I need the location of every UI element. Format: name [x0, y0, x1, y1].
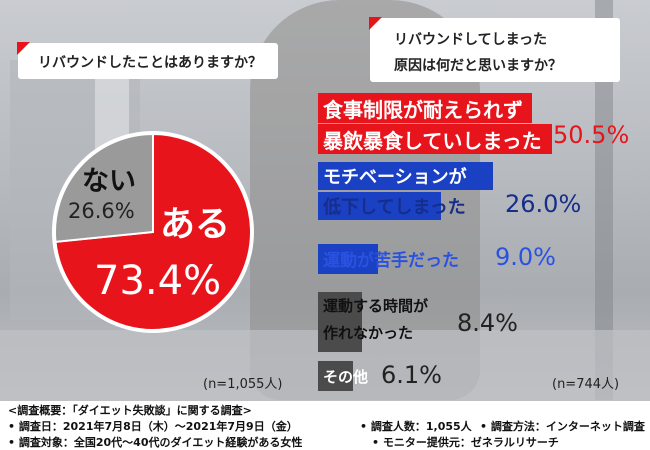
answer-1-value: 50.5% — [553, 121, 630, 149]
answer-5-label: その他 — [323, 368, 369, 386]
answer-2-highlight-2 — [318, 192, 441, 220]
footer-count: • 調査人数：1,055人 — [360, 420, 472, 433]
footer-provider: • モニター提供元：ゼネラルリサーチ — [372, 436, 559, 449]
answer-2-label-line2: 低下してしまった — [323, 197, 466, 218]
answer-2-value: 26.0% — [505, 190, 582, 218]
footer-date: • 調査日：2021年7月8日（木）〜2021年7月9日（金） — [8, 420, 298, 433]
footer-title: <調査概要：「ダイエット失敗談」に関する調査> — [8, 404, 252, 417]
answer-4-value: 8.4% — [457, 309, 518, 337]
survey-footer: <調査概要：「ダイエット失敗談」に関する調査> • 調査日：2021年7月8日（… — [0, 401, 650, 450]
answer-1-highlight-2 — [318, 124, 552, 154]
answer-4-label-line2: 作れなかった — [323, 324, 414, 342]
question-right-line1: リバウンドしてしまった — [394, 32, 548, 48]
background-pole — [595, 0, 613, 400]
pie-slice-nai — [54, 132, 154, 243]
question-marker-icon — [17, 42, 30, 55]
question-left-box: リバウンドしたことはありますか？ — [17, 42, 278, 79]
pie-label-aru: ある — [160, 205, 231, 245]
footer-target: • 調査対象：全国20代〜40代のダイエット経験がある女性 — [8, 436, 303, 449]
answer-4-label-line1: 運動する時間が — [323, 297, 429, 315]
footer-method: • 調査方法：インターネット調査 — [480, 420, 645, 433]
answer-3-label: 運動が苦手だった — [323, 251, 459, 271]
pie-n-label: (n=1,055人) — [203, 377, 283, 392]
question-marker-icon — [369, 17, 382, 30]
question-right-line2: 原因は何だと思いますか？ — [394, 58, 562, 74]
answer-2-label-line1: モチベーションが — [323, 167, 467, 188]
pie-label-nai: ない — [82, 166, 136, 197]
pie-value-nai: 26.6% — [68, 199, 135, 223]
question-left-text: リバウンドしたことはありますか？ — [38, 55, 262, 71]
answer-3-highlight — [318, 244, 378, 274]
answer-1-label-line1: 食事制限が耐えられず — [323, 98, 523, 122]
answer-1-highlight-1 — [318, 93, 532, 123]
answer-5-value: 6.1% — [381, 361, 442, 389]
answer-1-label-line2: 暴飲暴食していしまった — [323, 129, 542, 153]
pie-value-aru: 73.4% — [94, 258, 222, 304]
answer-2-highlight-1 — [318, 162, 493, 190]
answer-5-highlight — [318, 361, 353, 391]
answer-3-value: 9.0% — [495, 243, 556, 271]
bar-n-label: (n=744人) — [552, 377, 620, 392]
answer-4-highlight — [318, 292, 362, 352]
question-right-box: リバウンドしてしまった 原因は何だと思いますか？ — [369, 17, 620, 82]
